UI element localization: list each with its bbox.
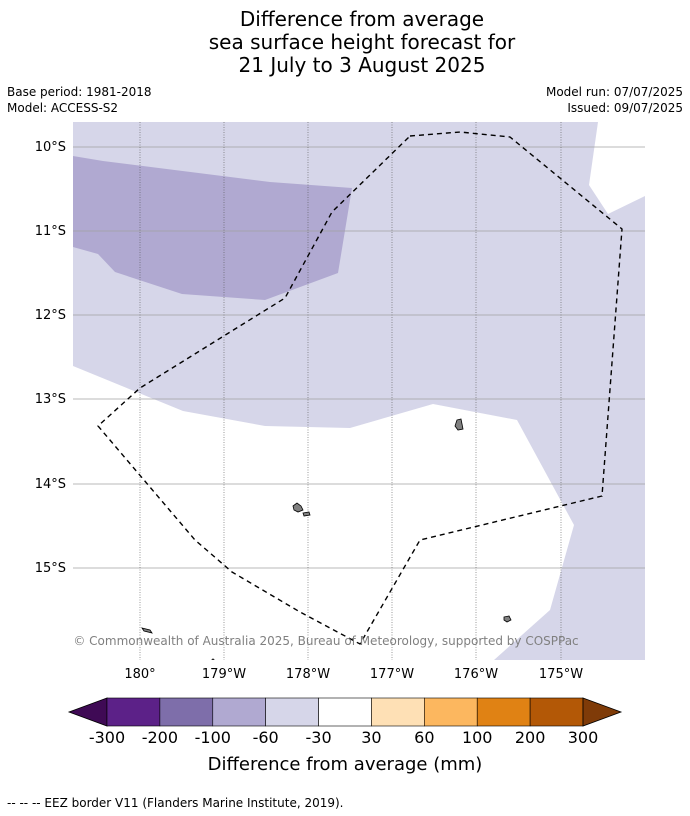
lat-label-15s: 15°S [35,561,66,576]
lat-labels: 10°S 11°S 12°S 13°S 14°S 15°S [35,140,66,576]
anomaly-speck [96,210,100,214]
title-line-3: 21 July to 3 August 2025 [238,53,486,77]
lon-label-177w: 177°W [370,667,414,682]
colorbar-segment [106,697,161,727]
colorbar [67,697,623,727]
map-area: © Commonwealth of Australia 2025, Bureau… [73,122,645,660]
lat-label-13s: 13°S [35,392,66,407]
eez-footnote: -- -- -- EEZ border V11 (Flanders Marine… [7,796,344,810]
colorbar-segment [424,697,478,727]
lon-label-180: 180° [124,667,155,682]
island-speck [211,658,215,660]
lon-labels: 180° 179°W 178°W 177°W 176°W 175°W [124,667,583,682]
colorbar-segment [476,697,531,727]
meta-left: Base period: 1981-2018 Model: ACCESS-S2 [7,84,152,116]
colorbar-tick-label: -100 [195,728,231,747]
meta-right: Model run: 07/07/2025 Issued: 09/07/2025 [546,84,683,116]
base-period: Base period: 1981-2018 [7,85,152,99]
map-figure: © Commonwealth of Australia 2025, Bureau… [35,122,645,775]
title-line-1: Difference from average [239,7,485,31]
lon-label-179w: 179°W [202,667,246,682]
colorbar-tick-label: 100 [462,728,493,747]
colorbar-tick-label: -200 [142,728,178,747]
colorbar-tick-label: 200 [515,728,546,747]
colorbar-labels: -300 -200 -100 -60 -30 30 60 100 200 300 [89,728,598,747]
islands [141,418,512,660]
colorbar-segment [265,697,319,727]
colorbar-extend-low [67,697,108,727]
issued-date: Issued: 09/07/2025 [567,101,683,115]
lat-label-11s: 11°S [35,224,66,239]
colorbar-segment [371,697,425,727]
chart-title: Difference from average sea surface heig… [0,8,690,77]
colorbar-title: Difference from average (mm) [208,754,483,775]
island-alofi [302,511,311,517]
colorbar-tick-label: 300 [568,728,599,747]
lon-label-175w: 175°W [539,667,583,682]
island-rotuma [454,418,464,431]
colorbar-tick-label: -300 [89,728,125,747]
colorbar-extend-high [582,697,623,727]
anomaly-region-minus100-minus60 [73,156,352,300]
colorbar-segment [159,697,214,727]
lat-gridlines [73,146,645,569]
title-line-2: sea surface height forecast for [208,30,516,54]
lon-label-178w: 178°W [286,667,330,682]
lon-label-176w: 176°W [454,667,498,682]
model-name: Model: ACCESS-S2 [7,101,119,115]
colorbar-tick-label: -60 [253,728,279,747]
lat-label-10s: 10°S [35,140,66,155]
colorbar-tick-label: -30 [305,728,331,747]
island-west [141,627,153,634]
colorbar-tick-label: 60 [414,728,434,747]
lat-label-14s: 14°S [35,477,66,492]
model-run: Model run: 07/07/2025 [545,85,683,99]
lon-gridlines [139,122,562,660]
credit-text: © Commonwealth of Australia 2025, Bureau… [73,634,578,648]
colorbar-segment [318,697,372,727]
colorbar-segment [529,697,584,727]
colorbar-tick-label: 30 [361,728,381,747]
colorbar-segment [212,697,266,727]
eez-border [97,131,623,645]
island-futuna [292,502,304,513]
lat-label-12s: 12°S [35,308,66,323]
island-east [503,615,512,623]
